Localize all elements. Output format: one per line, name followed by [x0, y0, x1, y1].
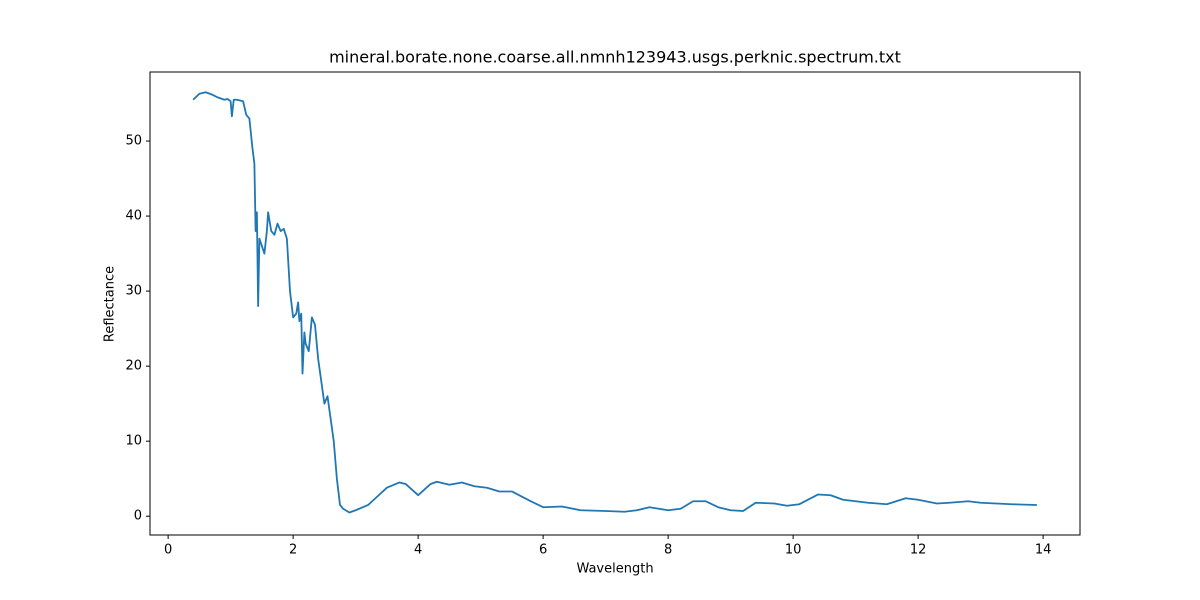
plot-frame — [149, 71, 1081, 536]
y-tick-label: 0 — [134, 509, 142, 524]
x-tick-label: 10 — [785, 543, 802, 558]
y-tick-label: 40 — [125, 209, 142, 224]
y-tick-label: 30 — [125, 284, 142, 299]
x-tick-label: 0 — [164, 543, 172, 558]
chart-title: mineral.borate.none.coarse.all.nmnh12394… — [329, 48, 901, 67]
x-tick-label: 4 — [414, 543, 422, 558]
x-tick-label: 6 — [539, 543, 547, 558]
x-tick-label: 12 — [910, 543, 927, 558]
y-tick-label: 20 — [125, 359, 142, 374]
x-axis-label: Wavelength — [576, 562, 653, 577]
spectrum-line — [192, 91, 1037, 514]
y-tick-label: 50 — [125, 134, 142, 149]
y-tick-label: 10 — [125, 434, 142, 449]
y-axis-label: Reflectance — [103, 266, 118, 342]
x-tick-label: 8 — [664, 543, 672, 558]
x-tick-label: 2 — [289, 543, 297, 558]
x-tick-label: 14 — [1035, 543, 1052, 558]
